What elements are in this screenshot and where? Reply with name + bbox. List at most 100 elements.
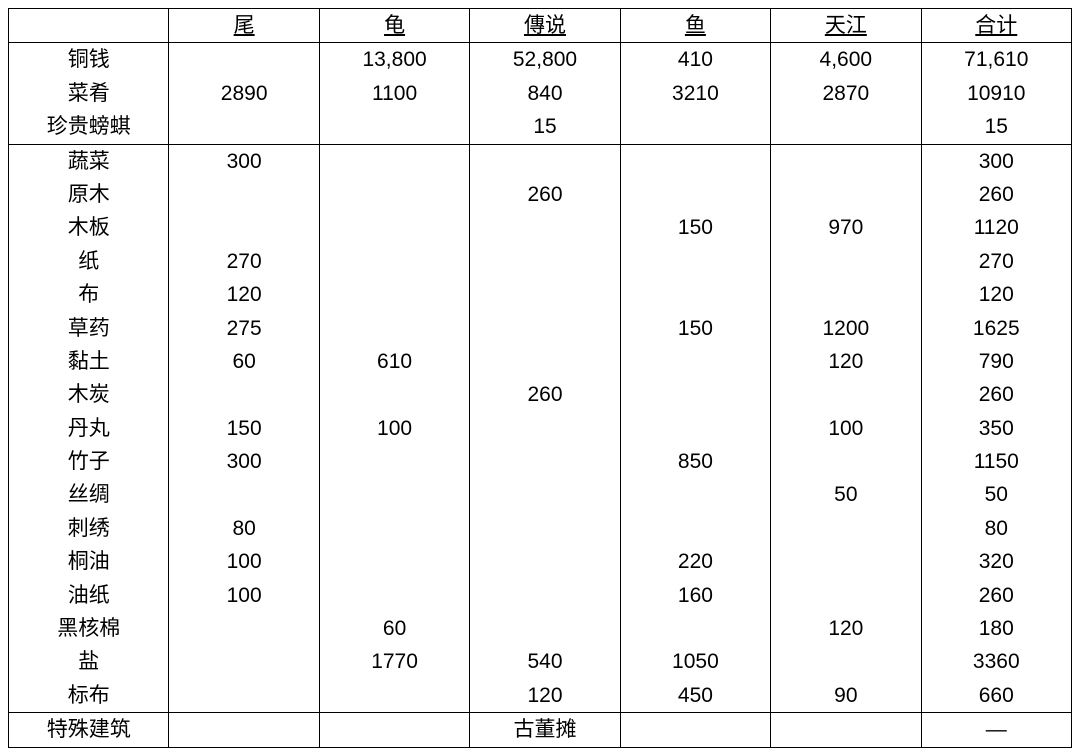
table-cell bbox=[169, 478, 319, 511]
table-cell: 610 bbox=[319, 345, 469, 378]
table-cell: 120 bbox=[169, 278, 319, 311]
table-cell: 270 bbox=[169, 245, 319, 278]
table-cell: 1100 bbox=[319, 77, 469, 110]
table-cell bbox=[169, 178, 319, 211]
table-cell bbox=[620, 144, 770, 178]
table-cell bbox=[771, 713, 921, 747]
table-header-cell: 天江 bbox=[771, 9, 921, 43]
table-cell: 300 bbox=[921, 144, 1071, 178]
table-cell bbox=[771, 110, 921, 144]
row-label: 草药 bbox=[9, 312, 169, 345]
table-row: 木板1509701120 bbox=[9, 211, 1072, 244]
table-row: 油纸100160260 bbox=[9, 579, 1072, 612]
table-cell bbox=[620, 378, 770, 411]
table-cell: 260 bbox=[470, 178, 620, 211]
table-header-cell: 合计 bbox=[921, 9, 1071, 43]
table-cell bbox=[771, 278, 921, 311]
table-row: 黏土60610120790 bbox=[9, 345, 1072, 378]
row-label: 菜肴 bbox=[9, 77, 169, 110]
table-cell bbox=[620, 278, 770, 311]
table-row: 布120120 bbox=[9, 278, 1072, 311]
table-row: 铜钱13,80052,8004104,60071,610 bbox=[9, 43, 1072, 77]
table-row: 菜肴289011008403210287010910 bbox=[9, 77, 1072, 110]
table-cell: — bbox=[921, 713, 1071, 747]
table-cell bbox=[319, 110, 469, 144]
table-cell bbox=[319, 278, 469, 311]
table-cell: 3360 bbox=[921, 645, 1071, 678]
table-cell bbox=[470, 545, 620, 578]
table-cell: 350 bbox=[921, 412, 1071, 445]
table-row: 纸270270 bbox=[9, 245, 1072, 278]
table-cell bbox=[319, 245, 469, 278]
row-label: 纸 bbox=[9, 245, 169, 278]
table-cell: 50 bbox=[921, 478, 1071, 511]
table-cell bbox=[169, 645, 319, 678]
table-cell bbox=[771, 545, 921, 578]
table-cell: 450 bbox=[620, 679, 770, 713]
table-cell: 90 bbox=[771, 679, 921, 713]
table-cell bbox=[319, 211, 469, 244]
table-cell: 120 bbox=[470, 679, 620, 713]
table-cell bbox=[620, 713, 770, 747]
table-row: 蔬菜300300 bbox=[9, 144, 1072, 178]
table-cell bbox=[470, 144, 620, 178]
row-label: 铜钱 bbox=[9, 43, 169, 77]
table-cell bbox=[319, 713, 469, 747]
table-cell: 270 bbox=[921, 245, 1071, 278]
table-cell bbox=[470, 312, 620, 345]
table-cell: 4,600 bbox=[771, 43, 921, 77]
table-cell bbox=[620, 612, 770, 645]
table-cell bbox=[319, 312, 469, 345]
table-cell bbox=[319, 378, 469, 411]
row-label: 丹丸 bbox=[9, 412, 169, 445]
table-cell: 1150 bbox=[921, 445, 1071, 478]
table-cell: 1625 bbox=[921, 312, 1071, 345]
table-cell bbox=[319, 478, 469, 511]
table-cell: 120 bbox=[771, 612, 921, 645]
table-cell bbox=[169, 43, 319, 77]
row-label: 盐 bbox=[9, 645, 169, 678]
table-cell bbox=[771, 378, 921, 411]
table-cell: 1770 bbox=[319, 645, 469, 678]
table-cell: 52,800 bbox=[470, 43, 620, 77]
table-cell: 260 bbox=[921, 178, 1071, 211]
row-label: 木板 bbox=[9, 211, 169, 244]
row-label: 竹子 bbox=[9, 445, 169, 478]
table-cell: 840 bbox=[470, 77, 620, 110]
table-cell: 80 bbox=[169, 512, 319, 545]
table-cell bbox=[319, 144, 469, 178]
row-label: 特殊建筑 bbox=[9, 713, 169, 747]
table-cell: 790 bbox=[921, 345, 1071, 378]
table-cell bbox=[169, 378, 319, 411]
table-cell: 60 bbox=[169, 345, 319, 378]
table-cell: 220 bbox=[620, 545, 770, 578]
table-header-row: 尾龟傳说鱼天江合计 bbox=[9, 9, 1072, 43]
table-header-cell: 傳说 bbox=[470, 9, 620, 43]
table-row: 珍贵螃蜞1515 bbox=[9, 110, 1072, 144]
table-cell: 160 bbox=[620, 579, 770, 612]
row-label: 黑核棉 bbox=[9, 612, 169, 645]
table-cell bbox=[319, 579, 469, 612]
table-cell: 260 bbox=[470, 378, 620, 411]
table-cell: 100 bbox=[771, 412, 921, 445]
table-cell: 410 bbox=[620, 43, 770, 77]
row-label: 蔬菜 bbox=[9, 144, 169, 178]
table-cell: 2890 bbox=[169, 77, 319, 110]
row-label: 珍贵螃蜞 bbox=[9, 110, 169, 144]
table-cell bbox=[470, 211, 620, 244]
table-row: 草药27515012001625 bbox=[9, 312, 1072, 345]
table-cell bbox=[319, 178, 469, 211]
table-cell: 300 bbox=[169, 445, 319, 478]
table-cell: 15 bbox=[470, 110, 620, 144]
table-cell bbox=[470, 278, 620, 311]
row-label: 木炭 bbox=[9, 378, 169, 411]
table-cell: 1200 bbox=[771, 312, 921, 345]
table-row: 特殊建筑古董摊— bbox=[9, 713, 1072, 747]
row-label: 刺绣 bbox=[9, 512, 169, 545]
table-cell bbox=[771, 645, 921, 678]
table-cell bbox=[620, 478, 770, 511]
table-row: 桐油100220320 bbox=[9, 545, 1072, 578]
table-cell bbox=[470, 245, 620, 278]
table-cell: 10910 bbox=[921, 77, 1071, 110]
table-cell: 150 bbox=[620, 312, 770, 345]
